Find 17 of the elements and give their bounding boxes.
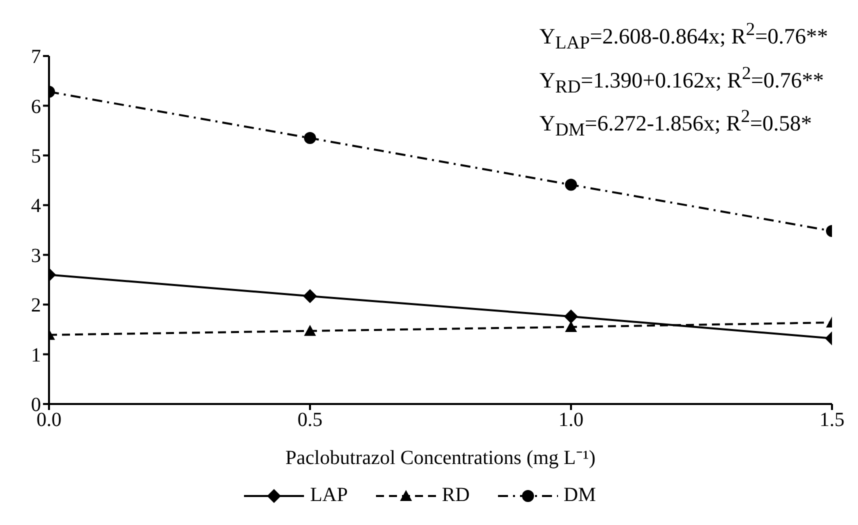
y-tick-label: 4 (31, 195, 41, 218)
x-axis-title: Paclobutrazol Concentrations (mg L⁻¹) (285, 447, 596, 469)
x-tick-label: 0.5 (298, 409, 322, 432)
x-tick-label: 1.5 (820, 409, 844, 432)
legend-label: DM (564, 484, 596, 507)
y-tick-label: 5 (31, 146, 41, 168)
legend-label: RD (442, 484, 470, 507)
y-tick-label: 1 (31, 344, 41, 366)
y-tick-label: 3 (31, 244, 41, 267)
text: Y$_{LAP}$=2.608-0.864x; R$^{2}$=0.76** (539, 18, 828, 55)
x-tick-label: 1.0 (558, 409, 584, 432)
annotation: Y$_{RD}$=1.390+0.162x; R$^{2}$=0.76** (539, 62, 825, 98)
annotation: Y$_{DM}$=6.272-1.856x; R$^{2}$=0.58* (539, 105, 813, 142)
legend-label: LAP (310, 484, 348, 507)
y-tick-label: 6 (31, 96, 41, 118)
y-tick-label: 7 (31, 46, 41, 68)
y-tick-label: 2 (31, 294, 41, 317)
